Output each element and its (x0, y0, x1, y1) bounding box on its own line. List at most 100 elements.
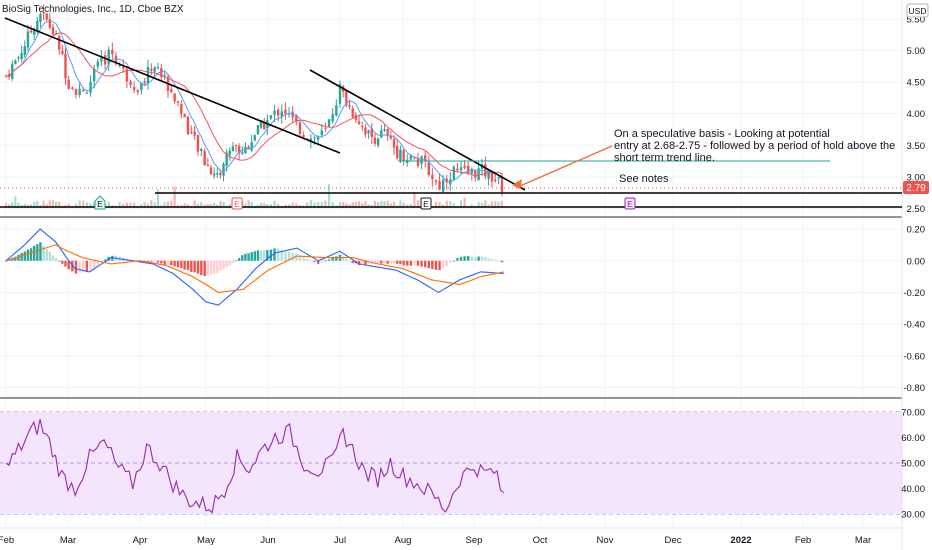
candle-body[interactable] (231, 146, 235, 152)
candle-body[interactable] (212, 173, 216, 176)
candle-body[interactable] (156, 67, 160, 69)
candle-body[interactable] (361, 126, 364, 128)
candle-body[interactable] (39, 13, 42, 22)
candle-body[interactable] (111, 50, 114, 55)
candle-body[interactable] (136, 90, 140, 92)
candle-body[interactable] (11, 64, 14, 80)
candle-body[interactable] (295, 114, 298, 122)
candle-body[interactable] (456, 168, 459, 171)
candle-body[interactable] (487, 169, 490, 179)
candle-body[interactable] (420, 156, 423, 164)
candle-body[interactable] (399, 149, 402, 161)
candle-body[interactable] (193, 131, 196, 136)
annotation-arrow[interactable] (519, 145, 613, 187)
candle-body[interactable] (413, 157, 416, 159)
chart-title[interactable]: BioSig Technologies, Inc., 1D, Cboe BZX (2, 4, 184, 15)
candle-body[interactable] (244, 146, 247, 154)
price-axis[interactable]: 5.50 5.00 4.50 4.00 3.50 3.00 2.50 (907, 14, 926, 214)
candle-body[interactable] (467, 165, 470, 174)
candle-body[interactable] (402, 150, 405, 161)
drawings[interactable] (0, 17, 902, 208)
trend-line-1[interactable] (4, 17, 341, 154)
candle-body[interactable] (445, 178, 448, 183)
candle-body[interactable] (58, 36, 61, 50)
candle-body[interactable] (452, 166, 456, 180)
candle-body[interactable] (216, 173, 219, 175)
earnings-marker[interactable]: E (420, 197, 432, 210)
candle-body[interactable] (82, 89, 85, 92)
candle-body[interactable] (431, 174, 434, 180)
candle-body[interactable] (392, 138, 396, 148)
candle-body[interactable] (441, 179, 445, 192)
candle-body[interactable] (17, 57, 20, 59)
candle-body[interactable] (370, 128, 373, 137)
candle-body[interactable] (298, 122, 302, 134)
candle-body[interactable] (324, 128, 327, 130)
ma-slow-line[interactable] (5, 32, 503, 177)
candle-body[interactable] (494, 179, 497, 181)
candle-body[interactable] (459, 167, 463, 171)
candle-body[interactable] (153, 67, 156, 72)
candle-body[interactable] (163, 75, 166, 77)
candle-body[interactable] (357, 121, 361, 125)
candle-body[interactable] (438, 181, 441, 190)
candle-body[interactable] (234, 145, 238, 147)
candle-body[interactable] (45, 13, 48, 20)
candle-body[interactable] (280, 111, 283, 117)
candle-body[interactable] (92, 68, 96, 82)
candle-body[interactable] (470, 168, 473, 174)
candle-body[interactable] (186, 116, 190, 135)
currency-badge[interactable] (906, 3, 929, 18)
candle-body[interactable] (335, 105, 338, 116)
macd-line[interactable] (5, 228, 504, 306)
earnings-marker[interactable]: E (94, 195, 106, 210)
candle-body[interactable] (237, 146, 241, 154)
candle-body[interactable] (263, 121, 266, 130)
candle-body[interactable] (383, 129, 386, 131)
candle-body[interactable] (253, 135, 257, 141)
candle-body[interactable] (173, 93, 176, 102)
candle-body[interactable] (67, 79, 70, 89)
candle-body[interactable] (302, 135, 305, 137)
time-axis[interactable]: Feb Mar Apr May Jun Jul Aug Sep Oct Nov Dec 2022 Feb… (0, 535, 871, 546)
signal-line[interactable] (5, 244, 504, 294)
candle-body[interactable] (284, 109, 287, 114)
candle-body[interactable] (74, 89, 78, 95)
candle-body[interactable] (85, 92, 89, 94)
earnings-marker[interactable]: E (231, 197, 243, 210)
candle-body[interactable] (29, 30, 33, 33)
candle-body[interactable] (26, 31, 30, 48)
candle-body[interactable] (423, 155, 427, 161)
candle-body[interactable] (36, 20, 39, 31)
candle-body[interactable] (500, 176, 504, 193)
candle-body[interactable] (129, 81, 132, 85)
candle-body[interactable] (386, 128, 389, 136)
candle-body[interactable] (434, 180, 438, 182)
candle-body[interactable] (409, 155, 413, 160)
candle-body[interactable] (416, 158, 420, 166)
candle-body[interactable] (143, 81, 146, 84)
candle-body[interactable] (327, 119, 331, 127)
ma-fast-line[interactable] (5, 20, 503, 183)
candle-body[interactable] (61, 50, 64, 54)
trend-line-2[interactable] (309, 69, 526, 191)
candle-body[interactable] (373, 137, 377, 144)
see-notes-label[interactable]: See notes (619, 173, 669, 185)
candle-body[interactable] (103, 55, 107, 65)
earnings-marker[interactable]: E (624, 197, 636, 210)
candle-body[interactable] (320, 130, 323, 136)
candle-body[interactable] (42, 12, 45, 14)
candle-body[interactable] (209, 167, 213, 175)
candle-body[interactable] (380, 130, 383, 138)
candle-body[interactable] (96, 61, 100, 67)
rsi-line[interactable] (5, 419, 505, 514)
candle-body[interactable] (14, 60, 17, 65)
candle-body[interactable] (51, 27, 55, 35)
candle-body[interactable] (309, 138, 313, 143)
candle-body[interactable] (71, 87, 74, 89)
candle-body[interactable] (331, 114, 334, 122)
candle-body[interactable] (497, 177, 500, 179)
candle-body[interactable] (107, 49, 110, 65)
